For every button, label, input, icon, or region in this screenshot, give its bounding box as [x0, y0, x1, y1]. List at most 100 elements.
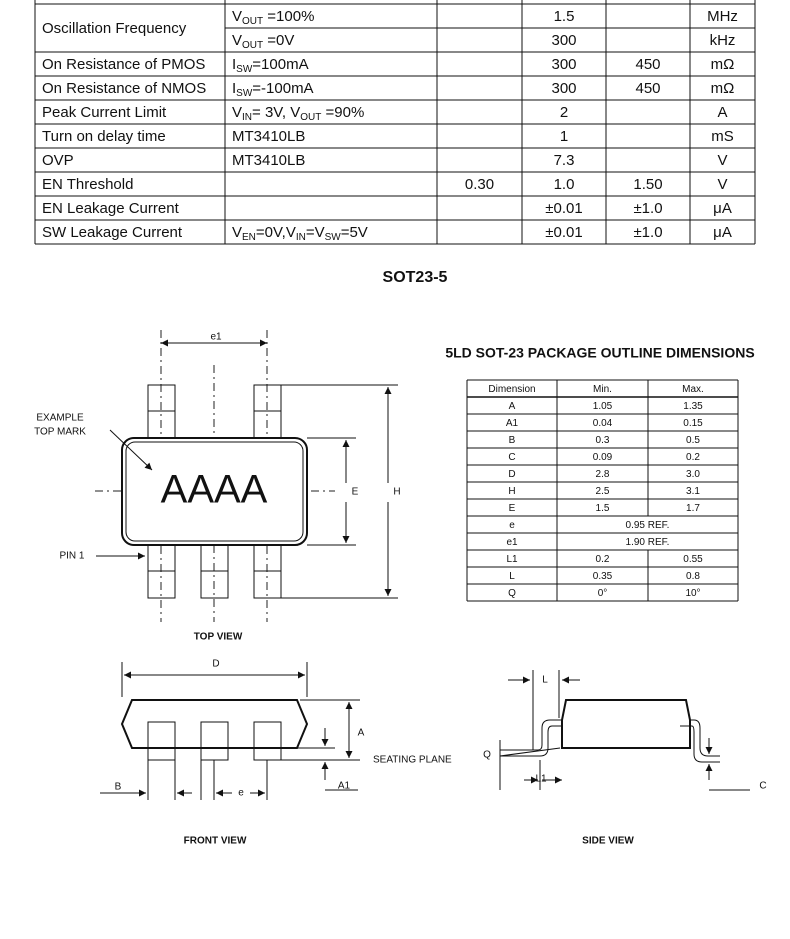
parameter: EN Leakage Current: [42, 200, 180, 217]
dim-label: C: [759, 781, 766, 792]
conditions: ISW=100mA: [232, 56, 309, 75]
cell-typ: 300: [551, 32, 576, 49]
dimension-cell: 3.0: [686, 469, 700, 480]
cell-unit: μA: [713, 200, 732, 217]
dimension-header: Min.: [593, 384, 612, 395]
callout-label: EXAMPLE: [36, 413, 84, 424]
dim-label: B: [115, 782, 122, 793]
dimensions-title: 5LD SOT-23 PACKAGE OUTLINE DIMENSIONS: [445, 345, 754, 361]
condition-text: =100%: [263, 8, 314, 25]
dim-label: e: [238, 788, 244, 799]
view-caption: SIDE VIEW: [582, 836, 634, 847]
dim-label: A: [358, 728, 365, 739]
dim-label: A1: [338, 781, 351, 792]
dimension-cell: 0.2: [686, 452, 700, 463]
subscript: SW: [236, 88, 253, 99]
dimension-cell: 1.35: [683, 401, 703, 412]
front-view-drawing: [100, 662, 360, 800]
condition-text: MT3410LB: [232, 152, 305, 169]
dim-label: L: [542, 675, 548, 686]
conditions: ISW=-100mA: [232, 80, 314, 99]
cell-unit: MHz: [707, 8, 738, 25]
dim-label: Q: [483, 750, 491, 761]
condition-text: V: [232, 32, 242, 49]
subscript: EN: [242, 232, 256, 243]
dimension-cell: 0.04: [593, 418, 613, 429]
dimension-cell: 0.3: [596, 435, 610, 446]
package-title: SOT23-5: [383, 269, 448, 286]
cell-typ: 1.0: [554, 176, 575, 193]
dimension-cell: C: [508, 452, 515, 463]
dim-label: H: [393, 487, 400, 498]
dimension-cell: D: [508, 469, 515, 480]
condition-text: =-100mA: [252, 80, 313, 97]
parameter: EN Threshold: [42, 176, 133, 193]
dimension-cell: 1.7: [686, 503, 700, 514]
parameter: Oscillation Frequency: [42, 20, 187, 37]
dim-label: SEATING PLANE: [373, 755, 452, 766]
dimension-cell: 0.5: [686, 435, 700, 446]
cell-max: ±1.0: [633, 200, 662, 217]
dimension-cell: 0.35: [593, 571, 613, 582]
view-caption: TOP VIEW: [194, 632, 243, 643]
parameter: On Resistance of PMOS: [42, 56, 205, 73]
cell-min: 0.30: [465, 176, 494, 193]
dimension-header: Dimension: [488, 384, 535, 395]
parameter: Peak Current Limit: [42, 104, 167, 121]
top-mark: AAAA: [161, 468, 268, 512]
cell-unit: μA: [713, 224, 732, 241]
dimension-cell: 10°: [685, 588, 700, 599]
condition-text: =100mA: [252, 56, 308, 73]
condition-text: MT3410LB: [232, 128, 305, 145]
cell-typ: 7.3: [554, 152, 575, 169]
parameter: Turn on delay time: [42, 128, 166, 145]
dimension-cell: 0.95 REF.: [626, 520, 670, 531]
condition-text: =0V: [263, 32, 294, 49]
view-caption: FRONT VIEW: [184, 836, 247, 847]
conditions: VOUT =100%: [232, 8, 314, 27]
subscript: SW: [325, 232, 342, 243]
subscript: OUT: [300, 112, 321, 123]
cell-max: 450: [635, 56, 660, 73]
dimension-cell: 2.5: [596, 486, 610, 497]
subscript: OUT: [242, 16, 263, 27]
conditions: MT3410LB: [232, 152, 305, 169]
callout-label: PIN 1: [59, 551, 84, 562]
dim-label: D: [212, 659, 219, 670]
dimension-cell: 3.1: [686, 486, 700, 497]
subscript: IN: [296, 232, 306, 243]
cell-max: ±1.0: [633, 224, 662, 241]
cell-typ: 300: [551, 56, 576, 73]
cell-typ: 1: [560, 128, 568, 145]
cell-unit: V: [717, 152, 727, 169]
dim-label: L1: [535, 774, 547, 785]
condition-text: =90%: [321, 104, 364, 121]
dimension-cell: 0.15: [683, 418, 703, 429]
cell-max: 1.50: [633, 176, 662, 193]
dimension-cell: 0.8: [686, 571, 700, 582]
dimension-cell: B: [509, 435, 516, 446]
conditions: VOUT =0V: [232, 32, 294, 51]
cell-typ: 1.5: [554, 8, 575, 25]
dimension-cell: e: [509, 520, 515, 531]
conditions: MT3410LB: [232, 128, 305, 145]
cell-typ: 300: [551, 80, 576, 97]
cell-unit: A: [717, 104, 727, 121]
top-view-drawing: [95, 330, 398, 622]
dimension-cell: E: [509, 503, 516, 514]
dimension-cell: 0.09: [593, 452, 613, 463]
cell-max: 450: [635, 80, 660, 97]
parameter: On Resistance of NMOS: [42, 80, 206, 97]
subscript: SW: [236, 64, 253, 75]
conditions: VIN= 3V, VOUT =90%: [232, 104, 364, 123]
dim-label: e1: [210, 332, 222, 343]
dimension-cell: e1: [506, 537, 518, 548]
dimension-cell: L: [509, 571, 515, 582]
side-view-drawing: [499, 670, 750, 791]
condition-text: = 3V, V: [252, 104, 300, 121]
cell-unit: mΩ: [711, 56, 735, 73]
dimension-cell: H: [508, 486, 515, 497]
cell-unit: mΩ: [711, 80, 735, 97]
subscript: IN: [242, 112, 252, 123]
